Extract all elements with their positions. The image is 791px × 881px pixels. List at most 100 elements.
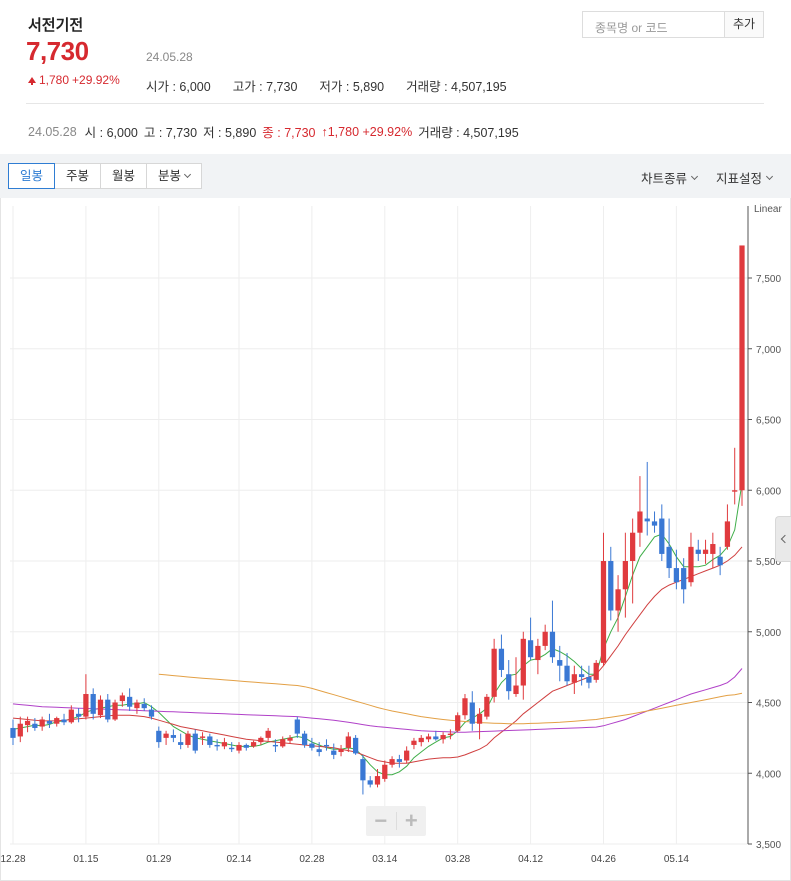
- candle-body: [39, 719, 45, 727]
- candle-body: [17, 723, 23, 737]
- candle-body: [309, 743, 315, 748]
- candle-body: [141, 703, 147, 709]
- zoom-out-button[interactable]: −: [374, 808, 388, 833]
- candle-body: [491, 648, 497, 697]
- candle-body: [112, 702, 118, 720]
- candle-body: [469, 702, 475, 724]
- candle-body: [353, 737, 359, 754]
- chart-type-label: 차트종류: [641, 172, 688, 186]
- summary-low: 저 : 5,890: [203, 126, 257, 140]
- candle-body: [520, 638, 526, 686]
- summary-volume: 거래량 : 4,507,195: [418, 126, 519, 140]
- moving-average-line-ma60: [12, 668, 743, 733]
- y-tick-label: 6,000: [756, 486, 781, 497]
- candle-body: [447, 733, 454, 736]
- change-percent: +29.92%: [72, 73, 120, 87]
- y-tick-label: 3,500: [756, 840, 781, 851]
- candle-body: [724, 521, 731, 547]
- x-tick-label: 04.12: [518, 854, 543, 865]
- add-button[interactable]: 추가: [724, 11, 764, 38]
- side-panel-toggle[interactable]: [775, 516, 791, 562]
- candle-body: [163, 733, 169, 738]
- candle-body: [571, 674, 577, 683]
- candle-body: [250, 742, 257, 747]
- candle-body: [557, 660, 563, 666]
- price-stats: 시가 : 6,000 고가 : 7,730 저가 : 5,890 거래량 : 4…: [146, 76, 507, 95]
- candle-body: [506, 674, 512, 692]
- candle-body: [630, 532, 636, 561]
- candle-body: [542, 631, 548, 646]
- candle-body: [323, 744, 330, 747]
- y-tick-label: 6,500: [756, 416, 781, 427]
- candle-body: [659, 518, 665, 554]
- candle-body: [732, 490, 738, 492]
- candle-body: [236, 744, 242, 751]
- candle-body: [199, 736, 206, 738]
- zoom-divider: [395, 812, 397, 830]
- candle-body: [32, 723, 38, 728]
- candle-body: [411, 740, 417, 745]
- change-amount: 1,780: [39, 73, 70, 87]
- low-price: 저가 : 5,890: [319, 80, 385, 94]
- summary-date: 24.05.28: [28, 124, 77, 139]
- candle-body: [90, 694, 96, 714]
- candle-body: [462, 698, 468, 716]
- tab-minute[interactable]: 분봉: [146, 163, 203, 189]
- candle-body: [455, 715, 461, 731]
- high-price: 고가 : 7,730: [232, 80, 298, 94]
- candle-body: [46, 720, 53, 724]
- candle-body: [192, 733, 198, 751]
- candle-body: [600, 561, 607, 663]
- y-tick-label: 7,500: [756, 274, 781, 285]
- tab-monthly[interactable]: 월봉: [100, 163, 148, 189]
- y-tick-label: 5,500: [756, 557, 781, 568]
- x-tick-label: 03.28: [445, 854, 470, 865]
- candle-body: [97, 699, 104, 716]
- candle-body: [644, 518, 650, 522]
- candle-body: [739, 245, 745, 491]
- candle-body: [498, 648, 505, 670]
- indicator-label: 지표설정: [716, 172, 763, 186]
- scale-label: Linear: [754, 204, 782, 215]
- header-divider: [26, 103, 764, 104]
- candle-body: [564, 665, 570, 682]
- candle-body: [127, 696, 133, 707]
- zoom-in-button[interactable]: +: [404, 808, 418, 833]
- x-tick-label: 02.28: [299, 854, 324, 865]
- candle-body: [170, 735, 177, 738]
- chart-type-menu[interactable]: 차트종류: [641, 168, 699, 187]
- candle-body: [338, 749, 344, 753]
- candle-body: [578, 674, 585, 678]
- candle-body: [382, 764, 388, 779]
- summary-open: 시 : 6,000: [84, 126, 138, 140]
- x-tick-label: 05.14: [664, 854, 689, 865]
- y-tick-label: 7,000: [756, 345, 781, 356]
- x-tick-label: 03.14: [372, 854, 397, 865]
- candle-body: [651, 521, 658, 526]
- candlestick-chart[interactable]: 7,500 7,000 6,500 6,000 5,500 5,000 4,500 4,000…: [0, 198, 791, 881]
- stock-search-input[interactable]: 종목명 or 코드: [582, 11, 725, 38]
- tab-weekly[interactable]: 주봉: [54, 163, 102, 189]
- candle-body: [287, 737, 293, 741]
- candle-body: [535, 645, 541, 661]
- chevron-down-icon: [690, 172, 699, 180]
- tab-daily[interactable]: 일봉: [8, 163, 56, 189]
- candle-body: [294, 719, 300, 734]
- candle-body: [440, 735, 446, 740]
- chevron-down-icon: [184, 170, 192, 179]
- candle-body: [666, 546, 672, 569]
- candle-body: [243, 744, 249, 748]
- summary-row: 24.05.28 시 : 6,000 고 : 7,730 저 : 5,890 종…: [28, 122, 519, 141]
- candle-body: [61, 719, 67, 723]
- candle-body: [316, 749, 322, 753]
- candle-body: [68, 709, 74, 723]
- candle-body: [119, 695, 125, 702]
- candle-body: [549, 631, 556, 658]
- candle-body: [156, 730, 162, 743]
- indicator-menu[interactable]: 지표설정: [716, 168, 774, 187]
- stock-name: 서전기전: [28, 17, 84, 34]
- up-arrow-icon: [28, 77, 36, 85]
- candle-body: [673, 568, 680, 583]
- tab-minute-label: 분봉: [158, 169, 182, 183]
- candle-body: [10, 727, 16, 738]
